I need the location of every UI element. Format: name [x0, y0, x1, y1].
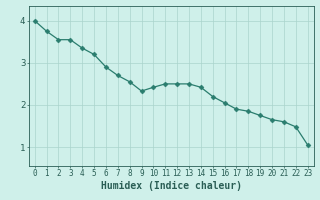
X-axis label: Humidex (Indice chaleur): Humidex (Indice chaleur): [101, 181, 242, 191]
